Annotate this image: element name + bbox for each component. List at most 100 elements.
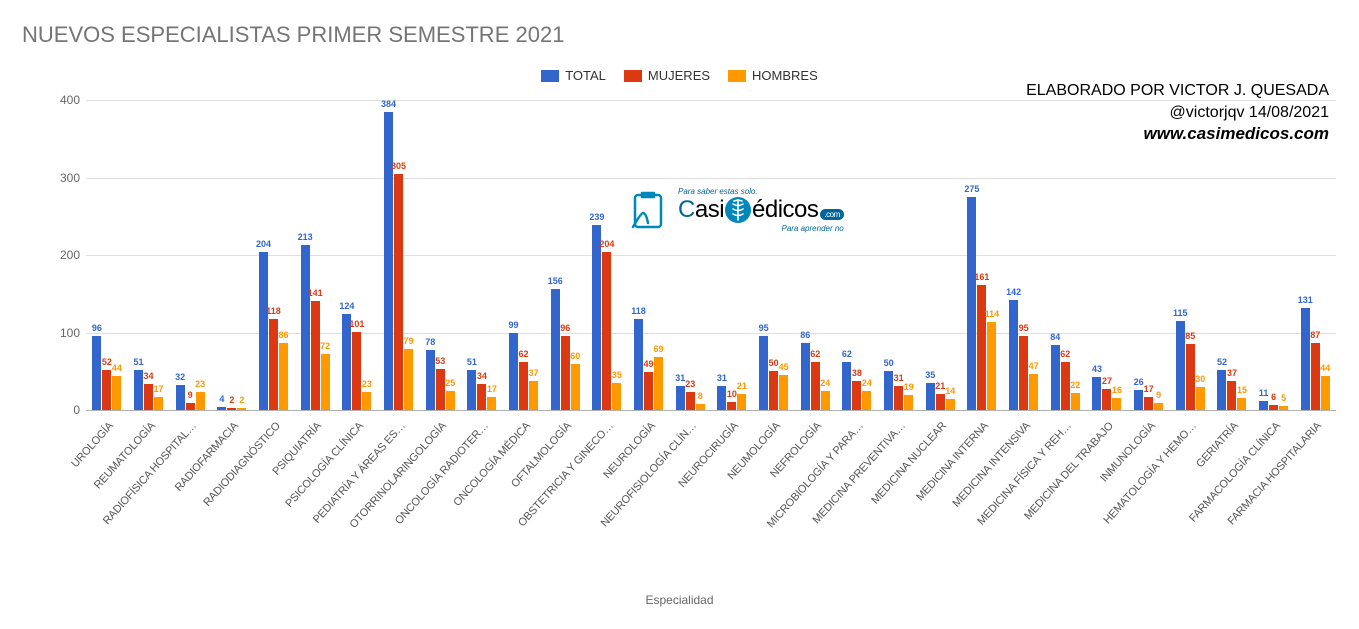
- bar-value-label: 87: [1310, 330, 1320, 340]
- bar-value-label: 53: [435, 356, 445, 366]
- bar-value-label: 23: [685, 379, 695, 389]
- bar-hombres: 30: [1196, 387, 1205, 410]
- bar-mujeres: 31: [894, 386, 903, 410]
- bar-value-label: 45: [779, 362, 789, 372]
- bar-mujeres: 204: [602, 252, 611, 410]
- bar-value-label: 6: [1271, 392, 1276, 402]
- bar-mujeres: 17: [1144, 397, 1153, 410]
- bar-mujeres: 10: [727, 402, 736, 410]
- bar-hombres: 60: [571, 364, 580, 411]
- bar-value-label: 24: [862, 378, 872, 388]
- bar-mujeres: 305: [394, 174, 403, 410]
- bar-value-label: 78: [425, 337, 435, 347]
- bar-value-label: 5: [1281, 393, 1286, 403]
- bar-hombres: 24: [862, 391, 871, 410]
- bar-value-label: 161: [974, 272, 989, 282]
- bar-value-label: 62: [842, 349, 852, 359]
- y-tick: 0: [73, 403, 80, 417]
- bar-mujeres: 34: [144, 384, 153, 410]
- category-group: 23920435: [586, 100, 628, 410]
- bar-value-label: 114: [985, 309, 1000, 319]
- chart-title: NUEVOS ESPECIALISTAS PRIMER SEMESTRE 202…: [22, 22, 564, 48]
- bar-value-label: 141: [308, 288, 323, 298]
- bar-mujeres: 62: [811, 362, 820, 410]
- bar-hombres: 22: [1071, 393, 1080, 410]
- bar-value-label: 79: [404, 336, 414, 346]
- bar-value-label: 26: [1134, 377, 1144, 387]
- category-group: 1158530: [1169, 100, 1211, 410]
- bar-total: 31: [717, 386, 726, 410]
- bar-value-label: 213: [298, 232, 313, 242]
- bar-hombres: 44: [112, 376, 121, 410]
- bar-total: 31: [676, 386, 685, 410]
- bar-value-label: 38: [852, 368, 862, 378]
- bar-value-label: 21: [737, 381, 747, 391]
- bar-hombres: 16: [1112, 398, 1121, 410]
- bar-value-label: 43: [1092, 364, 1102, 374]
- bar-value-label: 32: [175, 372, 185, 382]
- x-axis-labels: UROLOGÍAREUMATOLOGÍARADIOFÍSICA HOSPITAL…: [86, 412, 1336, 572]
- category-group: 422: [211, 100, 253, 410]
- category-group: 1165: [1253, 100, 1295, 410]
- bar-value-label: 24: [820, 378, 830, 388]
- bar-total: 4: [217, 407, 226, 410]
- category-group: 1184969: [628, 100, 670, 410]
- bar-value-label: 204: [599, 239, 614, 249]
- bar-value-label: 27: [1102, 376, 1112, 386]
- category-group: 32923: [169, 100, 211, 410]
- bar-value-label: 21: [935, 381, 945, 391]
- legend-item: HOMBRES: [728, 68, 818, 83]
- gridline: [86, 410, 1336, 411]
- bar-value-label: 72: [320, 341, 330, 351]
- bar-value-label: 34: [143, 371, 153, 381]
- category-group: 965244: [86, 100, 128, 410]
- bar-value-label: 115: [1173, 308, 1188, 318]
- bar-value-label: 34: [477, 371, 487, 381]
- category-group: 996237: [503, 100, 545, 410]
- category-group: 523715: [1211, 100, 1253, 410]
- bar-value-label: 31: [717, 373, 727, 383]
- bar-hombres: 8: [696, 404, 705, 410]
- category-group: 86 6224: [794, 100, 836, 410]
- bar-total: 51: [134, 370, 143, 410]
- bar-value-label: 9: [1156, 390, 1161, 400]
- bar-hombres: 23: [196, 392, 205, 410]
- bar-total: 142: [1009, 300, 1018, 410]
- x-label: RADIOFÍSICA HOSPITAL…: [169, 412, 211, 572]
- bar-value-label: 22: [1070, 380, 1080, 390]
- category-group: 12410123: [336, 100, 378, 410]
- bar-value-label: 85: [1185, 331, 1195, 341]
- bar-mujeres: 96: [561, 336, 570, 410]
- bar-mujeres: 34: [477, 384, 486, 410]
- bar-total: 43: [1092, 377, 1101, 410]
- bar-value-label: 23: [362, 379, 372, 389]
- bar-hombres: 86: [279, 343, 288, 410]
- bar-value-label: 384: [381, 99, 396, 109]
- category-group: 21314172: [294, 100, 336, 410]
- x-label: MEDICINA DEL TRABAJO: [1086, 412, 1128, 572]
- bar-value-label: 86: [800, 330, 810, 340]
- bar-hombres: 17: [487, 397, 496, 410]
- bar-value-label: 118: [631, 306, 646, 316]
- bar-value-label: 11: [1259, 388, 1269, 398]
- bar-mujeres: 6: [1269, 405, 1278, 410]
- bar-value-label: 142: [1006, 287, 1021, 297]
- x-label: RADIODIAGNÓSTICO: [253, 412, 295, 572]
- bar-value-label: 17: [153, 384, 163, 394]
- x-label: HEMATOLOGÍA Y HEMO…: [1169, 412, 1211, 572]
- bar-total: 50: [884, 371, 893, 410]
- bar-total: 115: [1176, 321, 1185, 410]
- category-group: 503119: [878, 100, 920, 410]
- bar-hombres: 21: [737, 394, 746, 410]
- bar-total: 156: [551, 289, 560, 410]
- bar-value-label: 14: [945, 386, 955, 396]
- bar-mujeres: 27: [1102, 389, 1111, 410]
- bar-value-label: 35: [925, 370, 935, 380]
- bar-hombres: 79: [404, 349, 413, 410]
- bar-value-label: 44: [1320, 363, 1330, 373]
- bar-mujeres: 141: [311, 301, 320, 410]
- bar-value-label: 84: [1050, 332, 1060, 342]
- bar-mujeres: 21: [936, 394, 945, 410]
- bar-hombres: 45: [779, 375, 788, 410]
- bar-value-label: 37: [529, 368, 539, 378]
